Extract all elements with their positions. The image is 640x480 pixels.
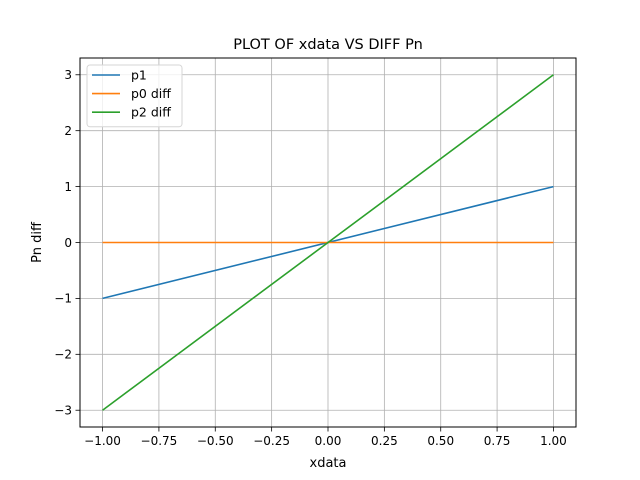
legend-label: p0 diff — [131, 86, 171, 101]
x-tick-label: 0.00 — [315, 434, 342, 448]
x-axis-label: xdata — [310, 456, 347, 471]
y-axis-label: Pn diff — [30, 221, 45, 263]
x-tick-label: −0.75 — [141, 434, 178, 448]
legend-label: p2 diff — [131, 105, 171, 120]
series-lines — [102, 74, 554, 411]
y-tick-label: 3 — [64, 68, 72, 82]
legend-box — [86, 64, 183, 128]
x-tick-label: 0.75 — [484, 434, 511, 448]
y-tick-label: −1 — [54, 292, 72, 306]
x-tick-label: −0.50 — [197, 434, 234, 448]
chart-title: PLOT OF xdata VS DIFF Pn — [233, 37, 423, 53]
y-tick-label: 0 — [64, 236, 72, 250]
x-tick-label: 0.25 — [371, 434, 398, 448]
series-line-3 — [102, 74, 554, 411]
y-tick-label: 2 — [64, 124, 72, 138]
y-tick-label: 1 — [64, 180, 72, 194]
y-tick-label: −2 — [54, 348, 72, 362]
x-tick-label: 0.50 — [427, 434, 454, 448]
x-tick-label: −0.25 — [253, 434, 290, 448]
legend: p1 p0 diff p2 diff — [86, 64, 183, 128]
legend-label: p1 — [131, 68, 147, 83]
y-tick-label: −3 — [54, 404, 72, 418]
grid — [80, 58, 576, 427]
axis-ticks: −1.00 −0.75 −0.50 −0.25 0.00 0.25 0.50 0.75 1.00… — [54, 68, 567, 448]
x-tick-label: −1.00 — [84, 434, 121, 448]
x-tick-label: 1.00 — [540, 434, 567, 448]
